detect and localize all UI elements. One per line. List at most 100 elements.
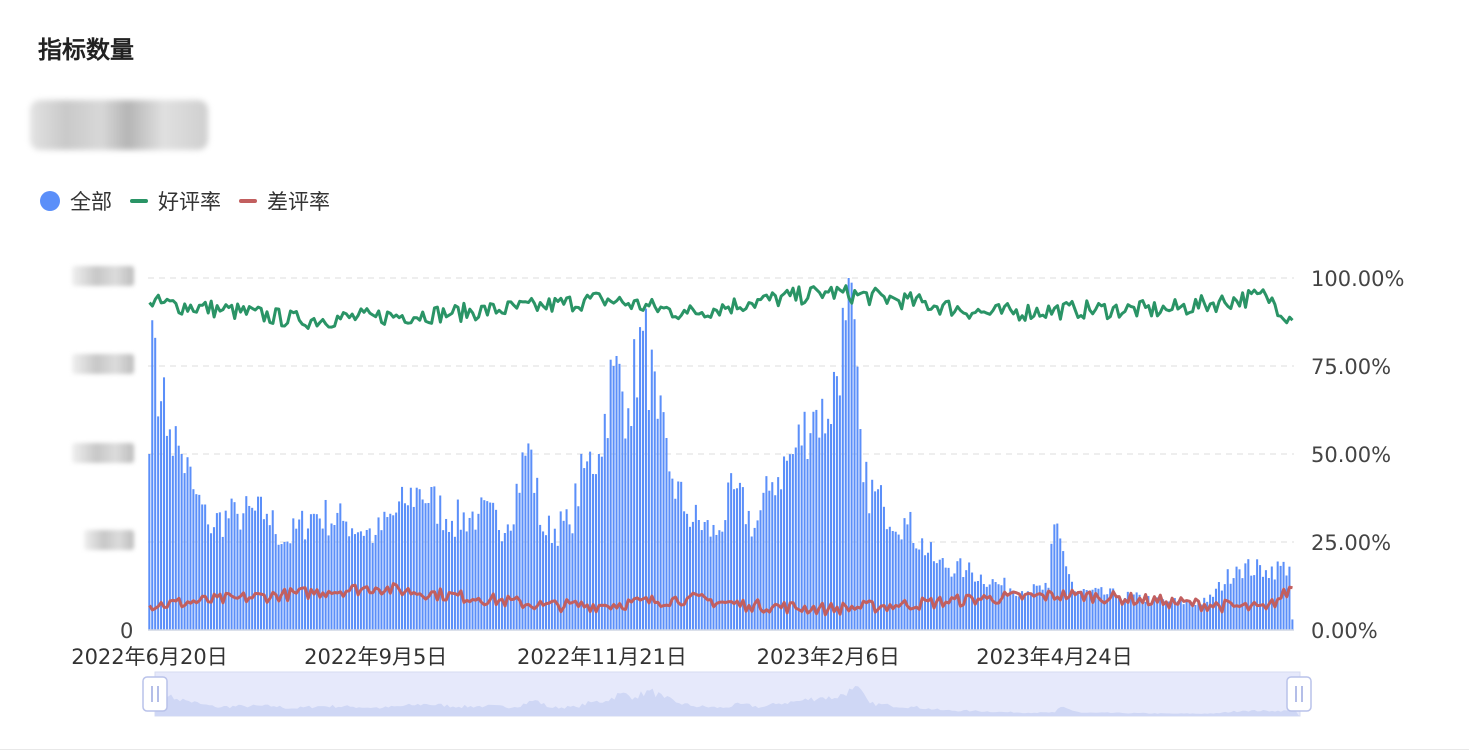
bar: [418, 489, 421, 630]
bar: [768, 490, 771, 630]
bar: [224, 510, 227, 630]
bar: [862, 482, 865, 630]
bar: [448, 531, 451, 630]
bar: [530, 449, 533, 630]
bar: [1200, 604, 1203, 630]
y-right-tick-label: 100.00%: [1311, 267, 1404, 291]
bar: [821, 398, 824, 630]
bar: [1250, 575, 1253, 630]
bar: [830, 424, 833, 630]
bar: [424, 503, 427, 630]
bar: [832, 371, 835, 630]
bar: [1170, 602, 1173, 630]
bar: [1291, 619, 1294, 630]
bar: [506, 524, 509, 630]
bar: [462, 512, 465, 630]
bar: [762, 492, 765, 630]
bar: [677, 481, 680, 630]
bar: [868, 513, 871, 630]
bar: [165, 435, 168, 630]
x-tick-label: 2022年9月5日: [304, 645, 447, 669]
bar: [421, 499, 424, 630]
bar: [162, 377, 166, 630]
legend-item-bad-rate[interactable]: 差评率: [239, 186, 330, 216]
bar: [383, 511, 386, 630]
chart-title: 指标数量: [38, 36, 134, 64]
bar: [744, 524, 747, 630]
bar: [480, 497, 483, 630]
bar: [815, 409, 818, 630]
bar: [727, 482, 730, 630]
bar: [1003, 577, 1006, 630]
bar: [735, 488, 739, 630]
bar: [392, 515, 395, 630]
bar: [1203, 597, 1206, 630]
bar: [747, 510, 750, 630]
bar: [1073, 591, 1076, 630]
datazoom-right-handle[interactable]: [1286, 676, 1312, 712]
bar: [953, 573, 956, 630]
bar: [639, 327, 642, 630]
bar: [824, 433, 827, 630]
bar: [877, 489, 880, 630]
bar: [309, 514, 312, 630]
bar: [803, 411, 806, 630]
bar: [259, 496, 262, 630]
bar: [1076, 591, 1079, 630]
legend-item-all[interactable]: 全部: [40, 186, 112, 216]
bar: [1282, 561, 1285, 630]
bar: [295, 528, 298, 630]
blurred-y-tick: [72, 354, 134, 374]
bar: [680, 481, 683, 630]
bar: [912, 542, 915, 630]
bar: [430, 487, 433, 630]
bar: [879, 485, 883, 630]
bar: [318, 518, 321, 630]
x-tick-label: 2023年2月6日: [757, 645, 900, 669]
bar: [1094, 587, 1097, 630]
blurred-total-value: [30, 100, 208, 150]
legend-item-good-rate[interactable]: 好评率: [130, 186, 221, 216]
bar: [1038, 585, 1041, 630]
bar: [365, 529, 368, 630]
bar: [1026, 591, 1029, 630]
bar: [694, 504, 697, 630]
bar: [688, 526, 692, 630]
bar: [838, 395, 841, 630]
bar: [894, 531, 897, 630]
bar: [1288, 566, 1291, 630]
bar: [1259, 565, 1262, 630]
bar: [500, 541, 503, 630]
bar: [348, 536, 351, 630]
bar: [439, 495, 442, 630]
datazoom-left-handle[interactable]: [142, 676, 168, 712]
bar: [853, 319, 856, 630]
bar: [536, 477, 539, 630]
bar: [1214, 588, 1217, 630]
y-right-tick-label: 0.00%: [1311, 619, 1378, 643]
bar: [218, 512, 221, 630]
bar: [788, 454, 791, 630]
bar: [885, 529, 888, 630]
bar: [486, 501, 489, 630]
bar: [353, 534, 357, 630]
bar: [641, 330, 644, 630]
bar: [574, 483, 577, 630]
bar: [1144, 601, 1147, 630]
bar: [571, 533, 574, 630]
bar: [841, 307, 844, 630]
bar: [192, 489, 195, 630]
bar: [327, 535, 330, 630]
y-right-tick-label: 50.00%: [1311, 443, 1391, 467]
bar: [950, 576, 953, 630]
bar: [915, 548, 918, 630]
bar: [542, 531, 545, 630]
bar: [897, 534, 900, 630]
bar: [771, 482, 774, 630]
y-right-tick-label: 75.00%: [1311, 355, 1391, 379]
bar: [865, 461, 868, 630]
bar: [189, 466, 192, 630]
bar: [929, 542, 932, 630]
bar: [398, 501, 401, 630]
bar: [1041, 589, 1044, 630]
